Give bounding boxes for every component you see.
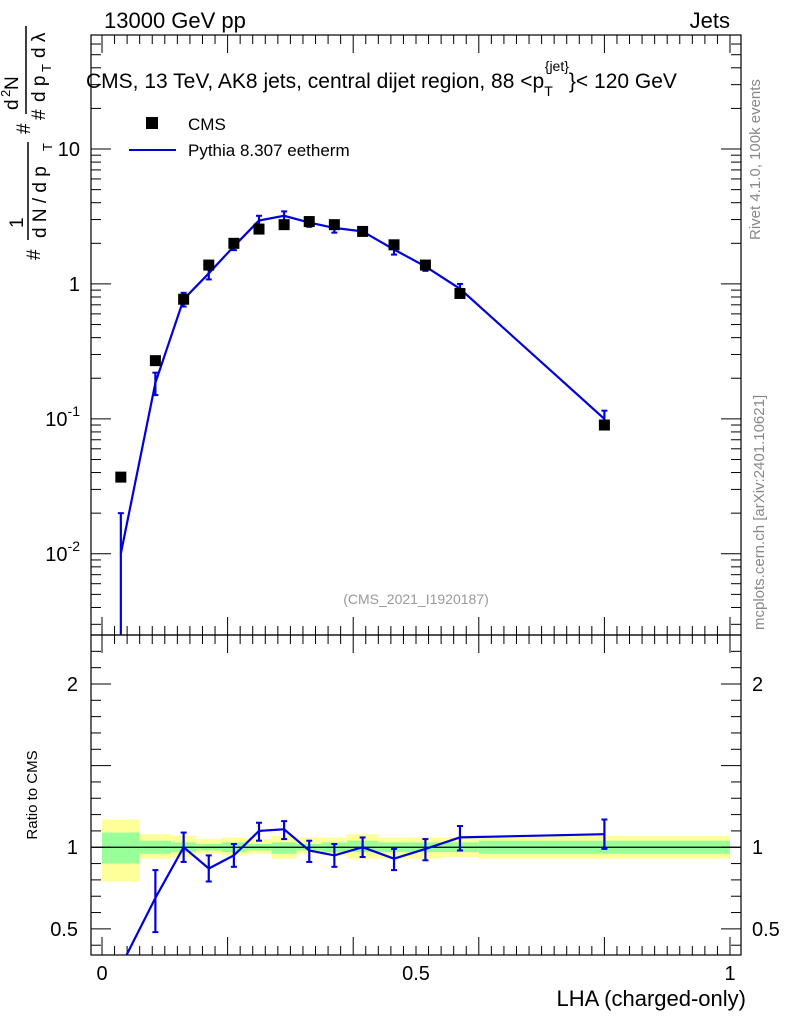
cms-data-point xyxy=(454,287,466,299)
cms-data-point xyxy=(278,219,290,231)
ratio-x-tick-label: 0.5 xyxy=(402,963,430,985)
chart-title-sup: {jet} xyxy=(545,58,569,74)
cms-data-point xyxy=(228,237,240,249)
y-axis-title-sub: T xyxy=(40,143,55,151)
cms-data-point xyxy=(328,219,340,231)
header-left: 13000 GeV pp xyxy=(104,8,246,33)
ratio-y-tick-label-left: 2 xyxy=(67,674,78,696)
ratio-plot-frame xyxy=(90,634,742,956)
y-axis-title-dlambda: d λ xyxy=(29,32,50,58)
header-right: Jets xyxy=(690,8,730,33)
chart-title-prefix: CMS, 13 TeV, AK8 jets, central dijet reg… xyxy=(86,70,544,93)
rivet-version-label: Rivet 4.1.0, 100k events xyxy=(747,79,764,240)
chart-title: CMS, 13 TeV, AK8 jets, central dijet reg… xyxy=(86,58,677,99)
ratio-y-tick-label-right: 2 xyxy=(752,674,763,696)
x-axis-title: LHA (charged-only) xyxy=(556,986,746,1011)
y-axis-title: # 1 d N / d p T # d 2 N # d p T d λ xyxy=(0,26,55,260)
ratio-y-tick-label-left: 1 xyxy=(67,837,78,859)
main-y-tick-label: 10-2 xyxy=(45,538,80,566)
cms-data-point xyxy=(149,355,161,367)
cms-data-point xyxy=(303,216,315,228)
legend-cms-label: CMS xyxy=(188,115,226,134)
cms-data-point xyxy=(357,225,369,237)
chart-title-sub: T xyxy=(544,83,553,99)
cms-data-point xyxy=(598,419,610,431)
chart-title-suffix: }< 120 GeV xyxy=(569,70,677,93)
ratio-series-layer xyxy=(125,818,608,955)
cms-data-point xyxy=(419,259,431,271)
y-axis-title-dn: d N / d p xyxy=(30,166,51,238)
y-axis-title-hash-1: # xyxy=(24,249,45,260)
cms-data-point xyxy=(388,239,400,251)
analysis-watermark: (CMS_2021_I1920187) xyxy=(343,591,489,607)
cms-data-point xyxy=(253,223,265,235)
cms-data-point xyxy=(203,259,215,271)
y-axis-title-hash-2: # xyxy=(14,123,35,134)
y-axis-title-two: 2 xyxy=(0,90,13,97)
y-axis-title-dpt: d p xyxy=(29,76,50,102)
ratio-band-inner xyxy=(102,832,140,864)
y-axis-title-n: N xyxy=(2,76,23,90)
ratio-y-tick-label-right: 1 xyxy=(752,837,763,859)
y-axis-title-one: 1 xyxy=(7,217,28,228)
ratio-curve xyxy=(125,828,605,955)
ratio-x-tick-label: 0 xyxy=(96,963,107,985)
legend-cms-marker xyxy=(146,117,158,129)
main-y-tick-label: 10 xyxy=(58,139,80,161)
legend: CMS Pythia 8.307 eetherm xyxy=(129,115,350,160)
pythia-curve xyxy=(119,214,606,555)
y-axis-title-hash-3: # xyxy=(29,109,50,120)
main-y-tick-label: 10-1 xyxy=(45,403,80,431)
main-y-tick-label: 1 xyxy=(69,274,80,296)
y-axis-title-sub-2: T xyxy=(39,64,54,72)
cms-data-point xyxy=(115,471,127,483)
ratio-y-tick-label-left: 0.5 xyxy=(50,919,78,941)
cms-data-point xyxy=(178,293,190,305)
main-series-layer xyxy=(115,210,610,635)
ratio-y-axis-title: Ratio to CMS xyxy=(24,750,41,839)
legend-pythia-label: Pythia 8.307 eetherm xyxy=(188,141,350,160)
ratio-axis-ticks: 0.5 0.5 1 1 2 2 0 0.5 1 xyxy=(50,634,780,985)
y-axis-title-d2n: d xyxy=(2,99,23,110)
ratio-band-inner xyxy=(271,842,297,854)
ratio-x-tick-label: 1 xyxy=(724,963,735,985)
mcplots-source-label: mcplots.cern.ch [arXiv:2401.10621] xyxy=(751,395,768,630)
main-axis-ticks: 10-2 10-1 1 10 xyxy=(45,34,741,635)
ratio-uncertainty-bands xyxy=(102,819,730,882)
ratio-y-tick-label-right: 0.5 xyxy=(752,919,780,941)
